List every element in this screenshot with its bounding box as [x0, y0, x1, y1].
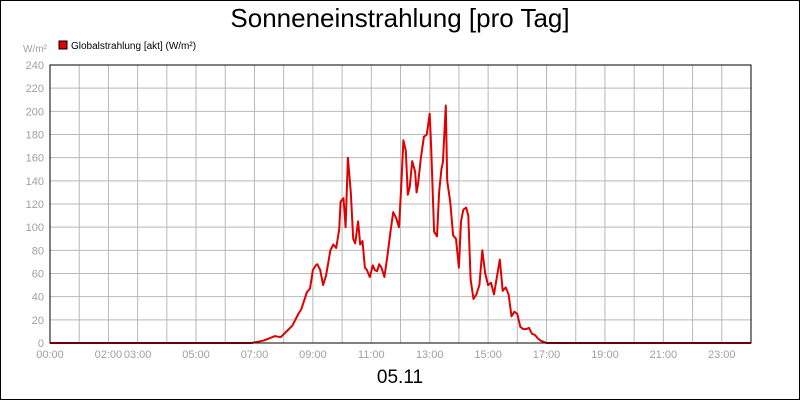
x-tick-label: 17:00 — [533, 349, 561, 361]
plot-border — [49, 64, 752, 344]
y-tick-label: 140 — [26, 176, 44, 188]
chart-title: Sonneneinstrahlung [pro Tag] — [230, 3, 570, 33]
x-tick-label: 19:00 — [591, 349, 619, 361]
date-label: 05.11 — [376, 367, 424, 388]
x-tick-label: 11:00 — [358, 349, 385, 361]
y-tick-label: 20 — [32, 315, 44, 327]
x-tick-label: 03:00 — [124, 349, 152, 361]
x-tick-label: 15:00 — [474, 349, 502, 361]
x-tick-label: 09:00 — [299, 349, 327, 361]
x-tick-label: 13:00 — [416, 349, 444, 361]
x-tick-label: 00:00 — [36, 349, 64, 361]
y-tick-label: 60 — [32, 269, 44, 281]
y-tick-label: 80 — [32, 245, 44, 257]
series-line-globalstrahlung — [50, 104, 751, 344]
x-tick-label: 02:00 — [95, 349, 123, 361]
x-tick-label: 23:00 — [708, 349, 736, 361]
y-axis-unit-label: W/m² — [23, 44, 48, 55]
y-tick-label: 40 — [32, 292, 44, 304]
x-tick-label: 07:00 — [241, 349, 269, 361]
y-tick-label: 0 — [38, 338, 44, 350]
y-tick-label: 180 — [26, 130, 44, 142]
y-tick-label: 160 — [26, 153, 44, 165]
x-tick-label: 05:00 — [182, 349, 210, 361]
legend-swatch — [58, 40, 68, 50]
y-tick-label: 200 — [26, 106, 44, 118]
x-tick-label: 21:00 — [650, 349, 678, 361]
y-tick-label: 240 — [26, 60, 44, 72]
y-tick-label: 220 — [26, 83, 44, 95]
y-tick-label: 120 — [26, 199, 44, 211]
y-tick-label: 100 — [26, 222, 44, 234]
legend-label: Globalstrahlung [akt] (W/m²) — [71, 41, 196, 52]
